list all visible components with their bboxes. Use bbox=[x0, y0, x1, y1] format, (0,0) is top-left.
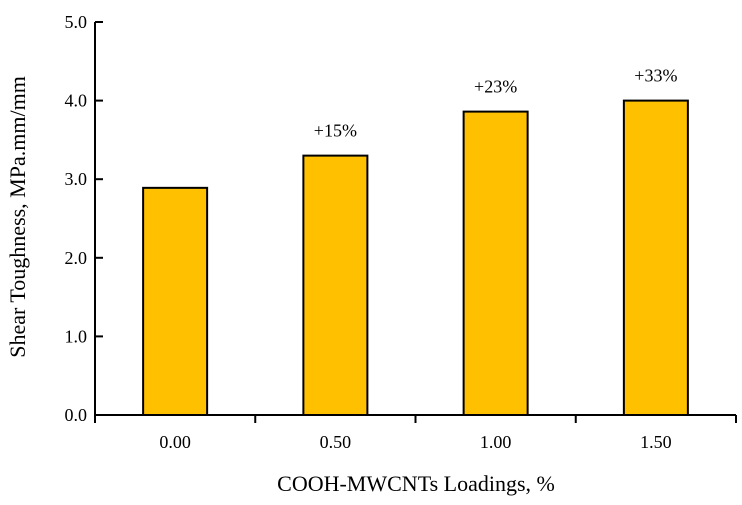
y-ticks: 0.0 1.0 2.0 3.0 4.0 5.0 bbox=[65, 12, 103, 425]
y-tick-label: 3.0 bbox=[65, 169, 88, 189]
x-tick-label: 1.50 bbox=[640, 432, 672, 452]
x-tick-label: 0.50 bbox=[320, 432, 352, 452]
y-tick-label: 2.0 bbox=[65, 248, 88, 268]
y-tick-label: 1.0 bbox=[65, 326, 88, 346]
x-axis-title: COOH-MWCNTs Loadings, % bbox=[277, 471, 555, 496]
bar-annotation: +33% bbox=[634, 66, 677, 86]
bars bbox=[142, 99, 689, 416]
bar-0.50 bbox=[302, 154, 369, 416]
x-tick-label: 0.00 bbox=[159, 432, 191, 452]
x-tick-label: 1.00 bbox=[480, 432, 512, 452]
bar-1.50 bbox=[622, 99, 689, 416]
y-axis-title: Shear Toughness, MPa.mm/mm bbox=[5, 76, 30, 358]
bar-annotation: +23% bbox=[474, 77, 517, 97]
y-tick-label: 0.0 bbox=[65, 405, 88, 425]
bar-0.00 bbox=[142, 186, 209, 416]
bar-1.00 bbox=[462, 110, 529, 416]
y-tick-label: 5.0 bbox=[65, 12, 88, 32]
bar-annotations: +15% +23% +33% bbox=[314, 66, 678, 141]
x-ticks: 0.00 0.50 1.00 1.50 bbox=[94, 415, 737, 452]
bar-annotation: +15% bbox=[314, 121, 357, 141]
y-tick-label: 4.0 bbox=[65, 91, 88, 111]
